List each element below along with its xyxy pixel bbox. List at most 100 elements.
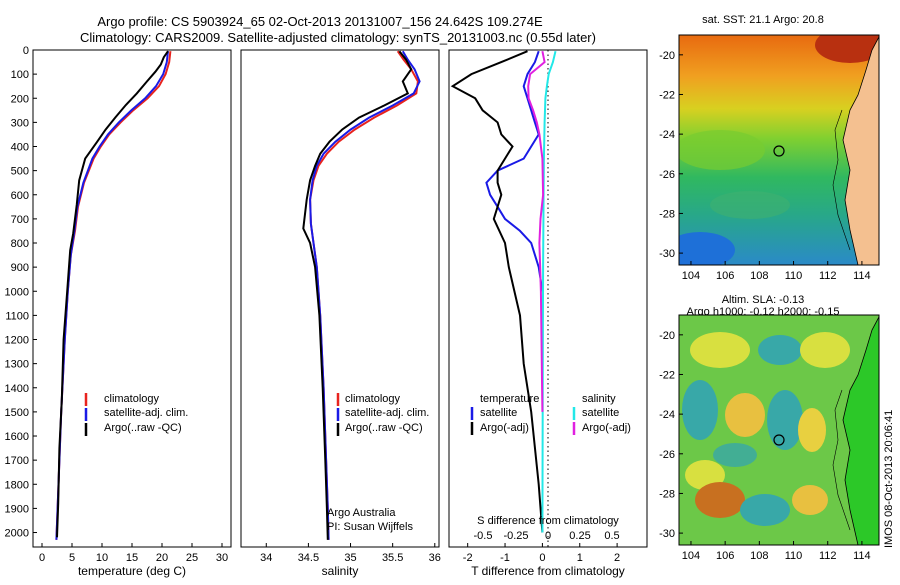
s-difference-tick: -0.25 (503, 530, 528, 542)
y-tick-label: 1000 (5, 286, 29, 298)
legend-t-argo: Argo(-adj) (480, 422, 529, 434)
sst-map-frame (678, 34, 880, 266)
x-tick-label: 0 (539, 552, 545, 564)
y-tick-label: 100 (11, 69, 29, 81)
map-x-tick-label: 108 (750, 550, 768, 562)
title-line-2: Climatology: CARS2009. Satellite-adjuste… (80, 30, 596, 45)
x-tick-label: 15 (126, 552, 138, 564)
title-line-1: Argo profile: CS 5903924_65 02-Oct-2013 … (97, 14, 543, 29)
map-y-tick-label: -30 (659, 528, 675, 540)
float-location-marker (773, 434, 785, 446)
s-difference-tick: 0.5 (604, 530, 619, 542)
map-x-tick-label: 110 (785, 550, 803, 562)
y-tick-label: 200 (11, 93, 29, 105)
y-tick-label: 1900 (5, 503, 29, 515)
x-tick-label: 36 (429, 552, 441, 564)
y-tick-label: 600 (11, 190, 29, 202)
float-location-marker (773, 145, 785, 157)
y-tick-label: 400 (11, 142, 29, 154)
map-x-tick-label: 104 (682, 550, 700, 562)
isobath (832, 389, 851, 531)
map-y-tick-label: -22 (659, 369, 675, 381)
y-tick-label: 1800 (5, 479, 29, 491)
sst-patch (679, 130, 765, 170)
difference-panel: -2 -1 0 1 2 S difference from climatology -0… (448, 49, 648, 578)
s-difference-tick: 0.25 (569, 530, 590, 542)
x-tick-label: -1 (500, 552, 510, 564)
x-tick-label: 35.5 (382, 552, 403, 564)
x-tick-label: 34.5 (298, 552, 319, 564)
map-x-tick-label: 104 (682, 270, 700, 282)
series-line-t-satellite (485, 50, 544, 292)
sst-map-title: sat. SST: 21.1 Argo: 20.8 (702, 14, 824, 26)
map-x-tick-label: 106 (716, 270, 734, 282)
x-tick-label: 1 (577, 552, 583, 564)
y-tick-label: 900 (11, 262, 29, 274)
series-line-t-argo-adj- (450, 50, 544, 533)
salinity-xlabel: salinity (322, 564, 359, 578)
map-y-tick-label: -22 (659, 89, 675, 101)
temperature-xlabel: temperature (deg C) (78, 564, 186, 578)
map-x-tick-label: 112 (819, 550, 837, 562)
sla-patch (800, 332, 850, 368)
legend-climatology: climatology (104, 393, 160, 405)
x-tick-label: 34 (260, 552, 272, 564)
series-line-argo-raw-qc- (56, 50, 169, 538)
y-tick-label: 500 (11, 166, 29, 178)
map-y-tick-label: -28 (659, 208, 675, 220)
legend-satellite: satellite-adj. clim. (345, 407, 429, 419)
map-y-tick-label: -30 (659, 248, 675, 260)
map-y-tick-label: -20 (659, 330, 675, 342)
map-x-tick-label: 110 (785, 270, 803, 282)
legend-t-satellite: satellite (480, 407, 517, 419)
map-y-tick-label: -26 (659, 169, 675, 181)
sst-map (679, 35, 879, 265)
map-y-tick-label: -24 (659, 129, 675, 141)
series-line-argo-raw-qc- (302, 50, 413, 540)
sla-patch (713, 443, 757, 467)
difference-legend: temperature satellite Argo(-adj) salinit… (470, 393, 631, 435)
map-y-tick-label: -28 (659, 488, 675, 500)
legend-salinity-heading: salinity (582, 393, 616, 405)
x-tick-label: 10 (96, 552, 108, 564)
x-tick-label: 2 (614, 552, 620, 564)
x-tick-label: 5 (69, 552, 75, 564)
y-tick-label: 1200 (5, 335, 29, 347)
temperature-axes-frame (32, 49, 232, 548)
y-tick-label: 1600 (5, 431, 29, 443)
y-tick-label: 1100 (5, 310, 29, 322)
sla-patch (758, 335, 802, 365)
land-mass (842, 316, 879, 545)
map-x-tick-label: 106 (716, 550, 734, 562)
legend-argo: Argo(..raw -QC) (345, 422, 423, 434)
y-tick-label: 2000 (5, 528, 29, 540)
sla-map-title-1: Altim. SLA: -0.13 (722, 294, 805, 306)
y-tick-label: 1700 (5, 455, 29, 467)
salinity-panel: 34 34.5 35 35.5 36 salinity climatology sate… (240, 49, 441, 578)
t-difference-xlabel: T difference from climatology (471, 564, 625, 578)
x-tick-label: 30 (216, 552, 228, 564)
map-y-tick-label: -24 (659, 409, 675, 421)
s-difference-tick: -0.5 (474, 530, 493, 542)
legend-temperature-heading: temperature (480, 393, 539, 405)
map-y-tick-label: -20 (659, 50, 675, 62)
y-tick-label: 800 (11, 238, 29, 250)
legend-climatology: climatology (345, 393, 401, 405)
map-x-tick-label: 112 (819, 270, 837, 282)
y-tick-label: 0 (23, 45, 29, 57)
sla-map-frame (678, 314, 880, 546)
legend-argo: Argo(..raw -QC) (104, 422, 182, 434)
x-tick-label: 25 (186, 552, 198, 564)
y-tick-label: 1400 (5, 383, 29, 395)
sst-cool-patch (679, 232, 735, 265)
annotation-pi: PI: Susan Wijffels (327, 521, 413, 533)
map-x-tick-label: 108 (750, 270, 768, 282)
isobath (832, 109, 851, 251)
sst-patch-2 (710, 191, 790, 219)
x-tick-label: 20 (156, 552, 168, 564)
sla-patch (740, 494, 790, 526)
s-difference-tick: 0 (545, 530, 551, 542)
y-tick-label: 700 (11, 214, 29, 226)
